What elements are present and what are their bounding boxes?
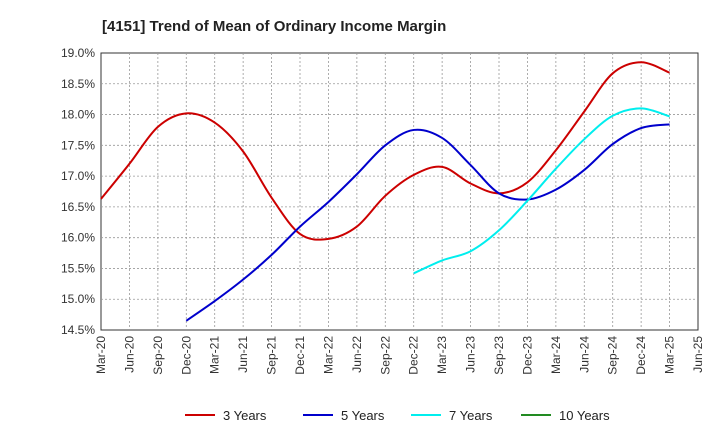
series-line-3-years [100,61,670,241]
series-line-7-years [413,107,670,275]
x-tick-label: Mar-20 [94,336,108,374]
y-tick-label: 16.5% [61,200,95,214]
series-line-5-years [185,123,670,322]
x-tick-label: Dec-20 [179,336,193,375]
y-tick-label: 18.5% [61,77,95,91]
grid [101,53,698,330]
x-tick-label: Sep-22 [378,336,392,375]
x-tick-label: Mar-23 [435,336,449,374]
chart-title: [4151] Trend of Mean of Ordinary Income … [102,18,446,35]
legend-label-7-years: 7 Years [449,408,493,423]
x-tick-label: Sep-20 [151,336,165,375]
x-tick-label: Sep-24 [606,336,620,375]
x-tick-label: Mar-24 [549,336,563,374]
y-tick-label: 17.0% [61,169,95,183]
x-tick-label: Jun-23 [464,336,478,373]
x-tick-label: Jun-24 [577,336,591,373]
legend-label-5-years: 5 Years [341,408,385,423]
x-tick-label: Mar-21 [208,336,222,374]
x-tick-label: Dec-21 [293,336,307,375]
x-tick-label: Dec-24 [634,336,648,375]
x-tick-label: Jun-22 [350,336,364,373]
plot-frame [100,52,699,331]
y-tick-label: 18.0% [61,108,95,122]
series-lines [100,61,670,322]
x-tick-label: Dec-23 [520,336,534,375]
legend-label-3-years: 3 Years [223,408,267,423]
x-tick-label: Jun-20 [122,336,136,373]
x-tick-label: Sep-23 [492,336,506,375]
x-tick-label: Mar-22 [321,336,335,374]
legend-label-10-years: 10 Years [559,408,610,423]
y-tick-label: 16.0% [61,231,95,245]
x-tick-label: Mar-25 [663,336,677,374]
y-tick-label: 15.5% [61,261,95,275]
legend: 3 Years 5 Years 7 Years 10 Years [185,408,610,423]
x-axis: Mar-20 Jun-20 Sep-20 Dec-20 Mar-21 Jun-21 Sep-… [94,336,705,375]
plot-area [100,52,699,331]
y-tick-label: 15.0% [61,292,95,306]
y-tick-label: 17.5% [61,138,95,152]
x-tick-label: Dec-22 [407,336,421,375]
y-tick-label: 19.0% [61,46,95,60]
y-axis: 19.0% 18.5% 18.0% 17.5% 17.0% 16.5% 16.0% 15.5%… [61,46,95,337]
x-tick-label: Sep-21 [265,336,279,375]
x-tick-label: Jun-25 [691,336,705,373]
y-tick-label: 14.5% [61,323,95,337]
x-tick-label: Jun-21 [236,336,250,373]
